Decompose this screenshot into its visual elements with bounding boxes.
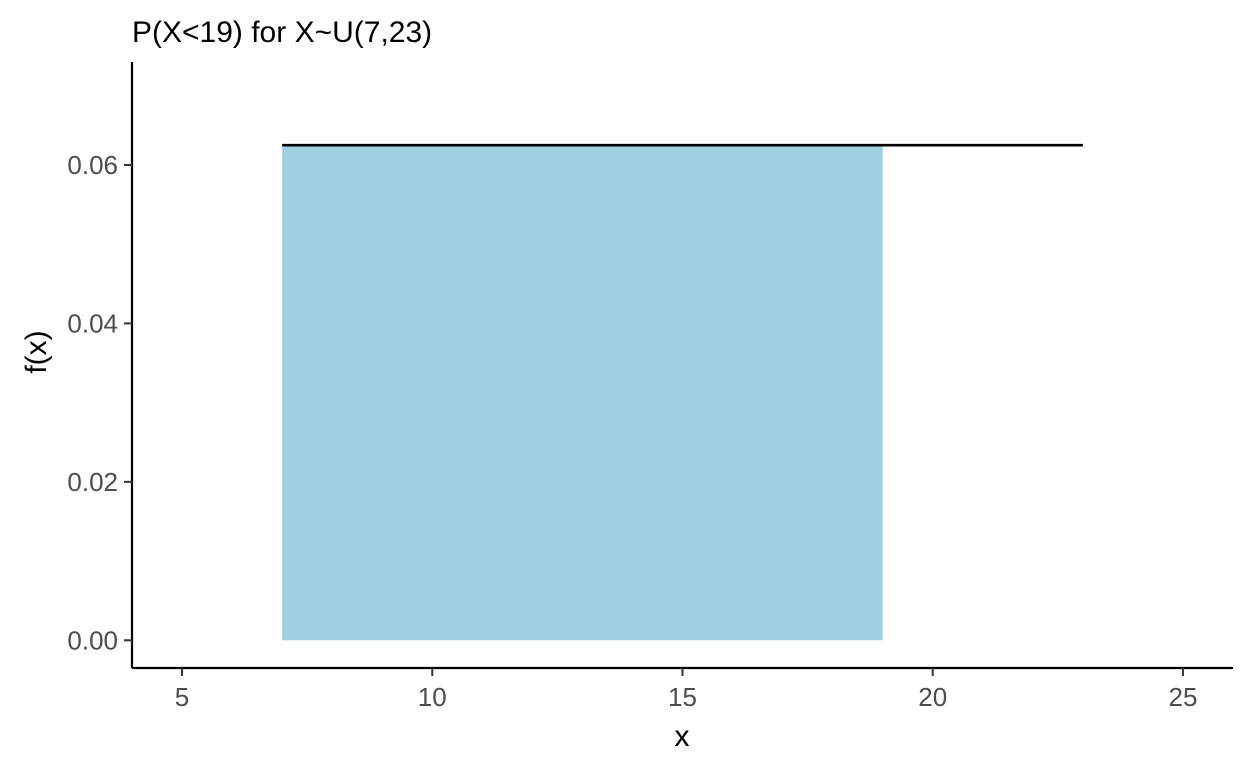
y-tick-label: 0.02 bbox=[67, 467, 118, 497]
chart-title: P(X<19) for X~U(7,23) bbox=[132, 16, 432, 49]
y-tick-label: 0.00 bbox=[67, 625, 118, 655]
x-axis-title: x bbox=[675, 720, 690, 753]
x-tick-label: 5 bbox=[175, 682, 189, 712]
x-tick-label: 25 bbox=[1168, 682, 1197, 712]
plot-area bbox=[282, 143, 1083, 641]
x-tick-label: 20 bbox=[918, 682, 947, 712]
x-tick-label: 10 bbox=[418, 682, 447, 712]
x-axis-ticks: 5 10 15 20 25 bbox=[175, 668, 1197, 712]
x-tick-label: 15 bbox=[668, 682, 697, 712]
y-tick-label: 0.04 bbox=[67, 308, 118, 338]
y-tick-label: 0.06 bbox=[67, 150, 118, 180]
shaded-probability-area bbox=[282, 145, 883, 641]
y-axis-title: f(x) bbox=[20, 330, 53, 373]
y-axis-ticks: 0.00 0.02 0.04 0.06 bbox=[67, 150, 132, 655]
